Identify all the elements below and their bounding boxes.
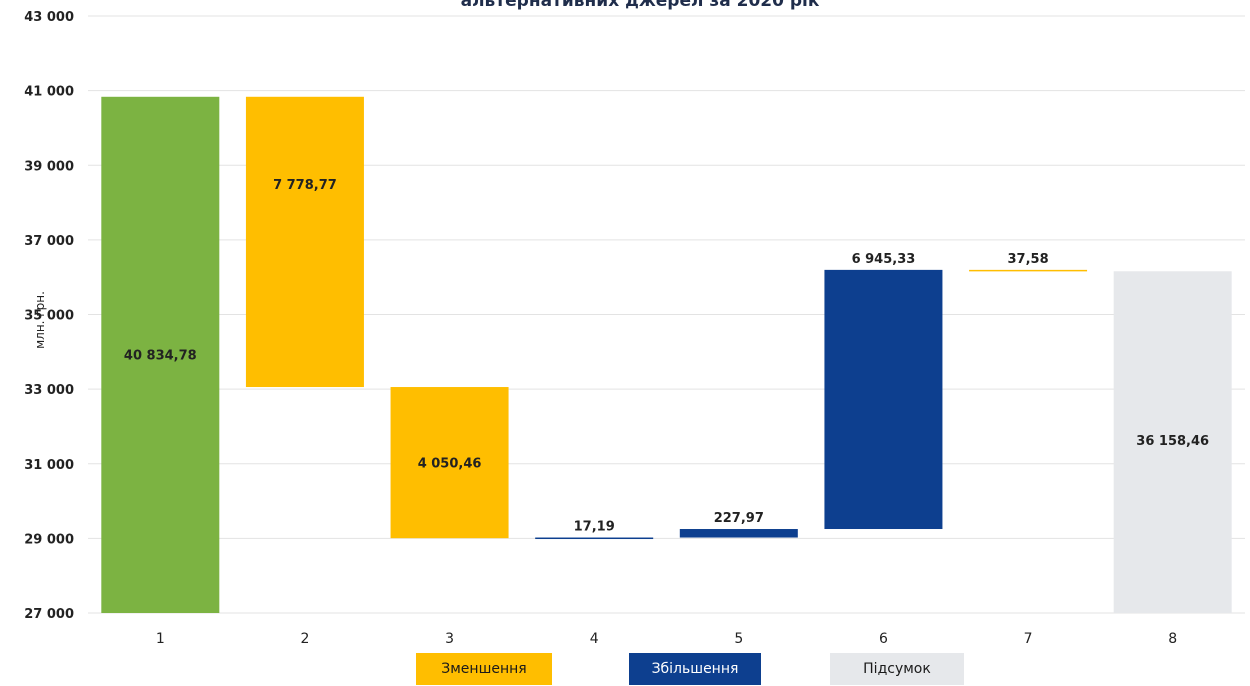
bars <box>101 96 1232 613</box>
y-tick-label: 29 000 <box>24 532 74 547</box>
legend-item: Підсумок <box>830 653 964 685</box>
chart-title: альтернативних джерел за 2020 рік <box>461 0 820 11</box>
data-label-2: 7 778,77 <box>273 178 337 193</box>
y-axis-ticks: 27 000 29 000 31 000 33 000 35 000 37 000 39 0… <box>24 10 74 622</box>
data-labels: 40 834,78 7 778,77 4 050,46 17,19 227,97 6 94… <box>124 178 1209 535</box>
y-tick-label: 27 000 <box>24 607 74 622</box>
legend-item: Зменшення <box>416 653 552 685</box>
bar-8 <box>1113 271 1232 613</box>
x-tick-label: 3 <box>445 631 454 647</box>
data-label-3: 4 050,46 <box>418 456 482 471</box>
y-tick-label: 35 000 <box>24 309 74 324</box>
bar-4 <box>535 537 654 540</box>
data-label-4: 17,19 <box>574 520 615 535</box>
y-tick-label: 33 000 <box>24 383 74 398</box>
y-tick-label: 31 000 <box>24 458 74 473</box>
y-tick-label: 37 000 <box>24 234 74 249</box>
x-tick-label: 1 <box>156 631 165 647</box>
bar-1 <box>101 96 220 613</box>
grid-lines <box>88 15 1245 614</box>
bar-3 <box>390 387 509 539</box>
x-tick-label: 5 <box>734 631 743 647</box>
data-label-7: 37,58 <box>1008 252 1049 267</box>
y-axis-label: млн. грн. <box>33 291 47 349</box>
x-axis-ticks: 1 2 3 4 5 6 7 8 <box>156 631 1177 647</box>
bar-7 <box>969 269 1088 272</box>
y-tick-label: 39 000 <box>24 159 74 174</box>
x-tick-label: 8 <box>1168 631 1177 647</box>
bar-5 <box>679 529 798 538</box>
data-label-6: 6 945,33 <box>852 252 916 267</box>
bar-6 <box>824 269 943 530</box>
x-tick-label: 4 <box>590 631 599 647</box>
data-label-8: 36 158,46 <box>1136 434 1209 449</box>
data-label-1: 40 834,78 <box>124 348 197 363</box>
x-tick-label: 6 <box>879 631 888 647</box>
data-label-5: 227,97 <box>714 511 764 526</box>
x-tick-label: 7 <box>1024 631 1033 647</box>
bar-2 <box>245 96 364 388</box>
y-tick-label: 43 000 <box>24 10 74 25</box>
y-tick-label: 41 000 <box>24 85 74 100</box>
x-tick-label: 2 <box>300 631 309 647</box>
legend-item: Збільшення <box>629 653 761 685</box>
